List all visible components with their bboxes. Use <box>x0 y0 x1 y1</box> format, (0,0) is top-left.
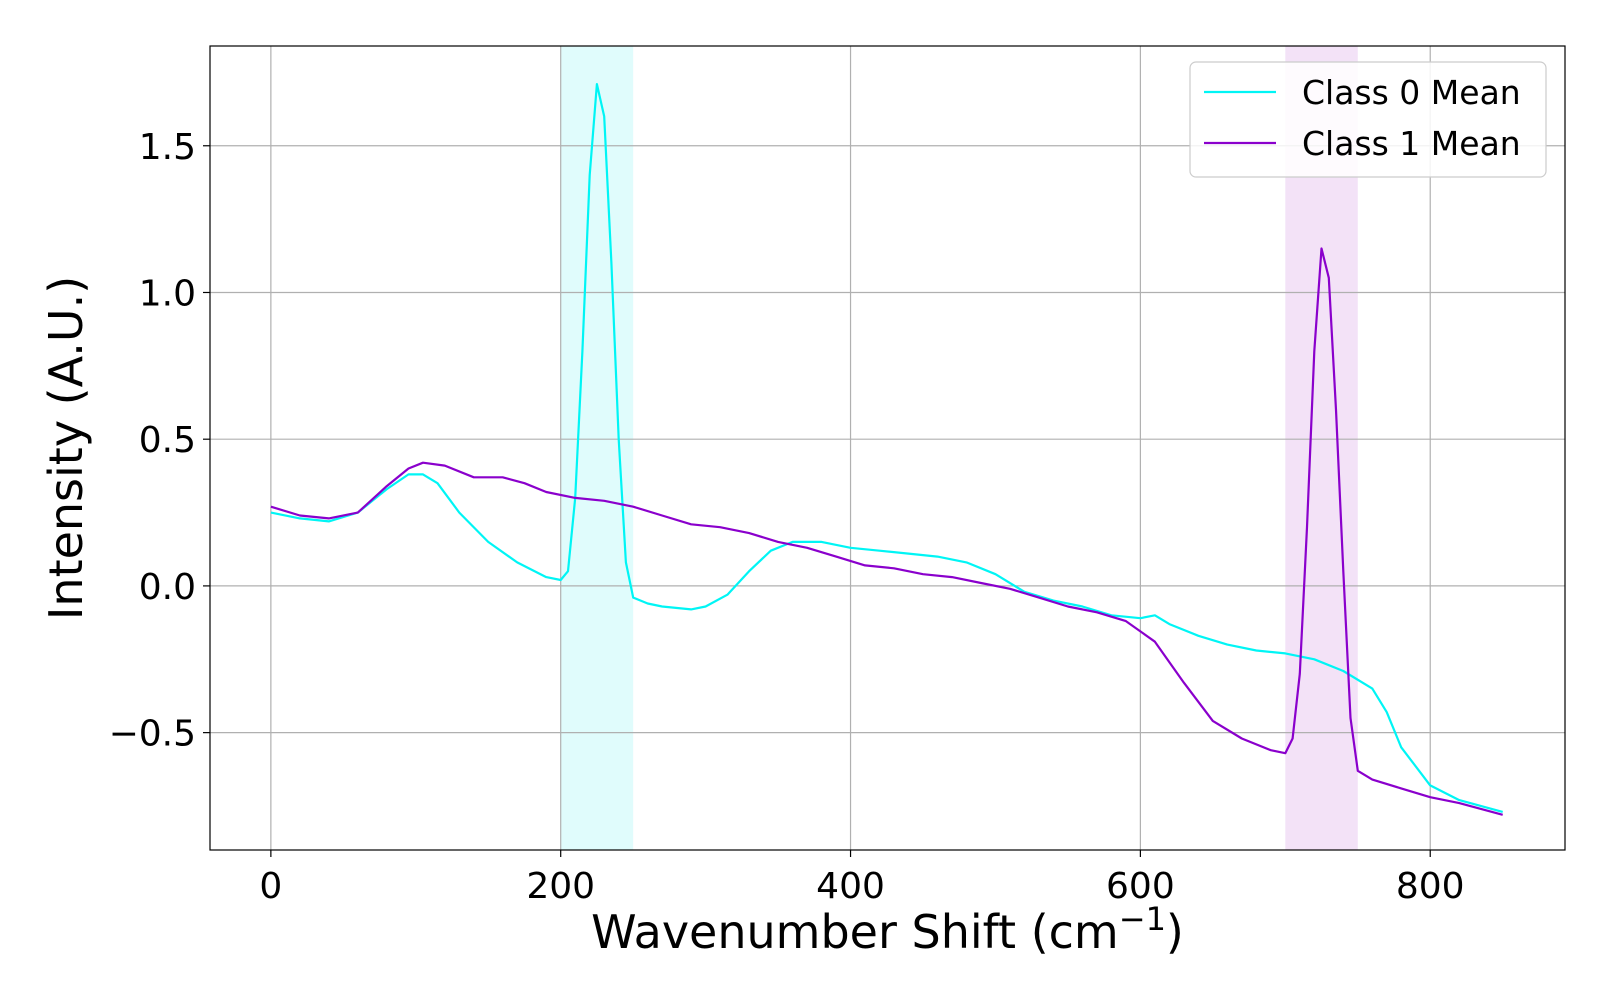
x-tick-label: 200 <box>526 866 595 907</box>
y-axis-title: Intensity (A.U.) <box>39 276 93 620</box>
series-line-1 <box>270 247 1503 816</box>
x-axis-title: Wavenumber Shift (cm−1) <box>591 900 1184 959</box>
y-axis-ticks: −0.5 0.0 0.5 1.0 1.5 <box>109 127 210 755</box>
x-axis-ticks: 0 200 400 600 800 <box>259 850 1465 907</box>
y-tick-label: 1.0 <box>139 273 196 314</box>
y-tick-label: −0.5 <box>109 714 196 755</box>
x-axis-title-superscript: −1 <box>1119 900 1166 938</box>
legend-label-0: Class 0 Mean <box>1302 73 1521 112</box>
plot-frame <box>209 45 1566 851</box>
y-tick-label: 0.5 <box>139 420 196 461</box>
series-line-0 <box>270 82 1503 813</box>
legend: Class 0 Mean Class 1 Mean <box>1189 61 1547 178</box>
x-tick-label: 600 <box>1106 866 1175 907</box>
x-tick-label: 400 <box>816 866 885 907</box>
x-tick-label: 800 <box>1396 866 1465 907</box>
highlight-bands <box>560 46 1358 850</box>
x-axis-title-suffix: ) <box>1166 905 1184 959</box>
highlight-band-1 <box>1285 46 1358 850</box>
legend-box <box>1189 61 1547 178</box>
x-tick-label: 0 <box>259 866 282 907</box>
y-tick-label: 1.5 <box>139 127 196 168</box>
x-axis-title-main: Wavenumber Shift (cm <box>591 905 1119 959</box>
legend-label-1: Class 1 Mean <box>1302 124 1521 163</box>
series-lines <box>270 82 1503 816</box>
highlight-band-0 <box>560 46 634 850</box>
y-tick-label: 0.0 <box>139 567 196 608</box>
grid-lines <box>210 46 1565 850</box>
